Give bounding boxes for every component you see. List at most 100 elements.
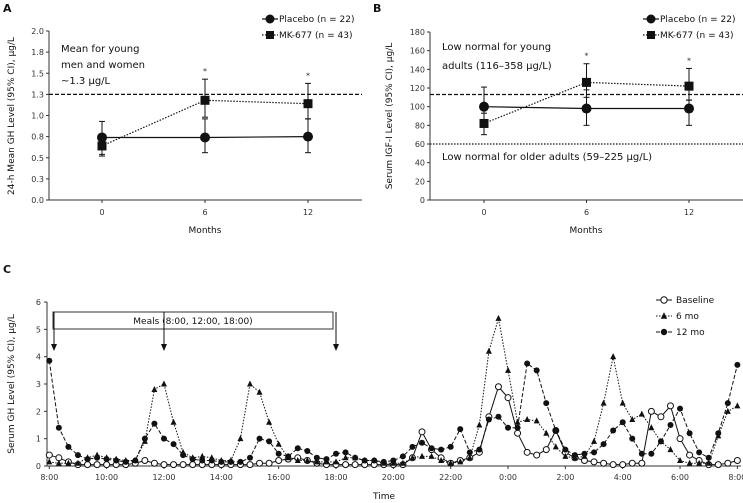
data-point-c	[93, 461, 101, 469]
data-point-c	[55, 424, 62, 431]
data-point-c	[141, 457, 149, 465]
data-point-c	[619, 461, 627, 469]
data-point-a	[303, 131, 313, 142]
data-point-c	[218, 458, 225, 465]
legend-b-mk677: MK-677 (n = 43)	[660, 31, 733, 41]
data-point-a	[200, 95, 210, 105]
data-point-c	[208, 457, 215, 464]
data-point-c	[409, 454, 416, 461]
x-tick-label-c: 18:00	[324, 473, 347, 482]
meals-label: Meals (8:00, 12:00, 18:00)	[133, 317, 252, 327]
annotation-b-upper-line1: Low normal for young	[442, 42, 551, 53]
annotation-a-line3: ~1.3 μg/L	[61, 76, 111, 87]
data-point-c	[122, 458, 129, 465]
data-point-c	[676, 435, 684, 443]
data-point-c	[246, 454, 253, 461]
y-tick-label-a: 1.0	[31, 112, 44, 121]
data-point-c	[103, 456, 110, 463]
data-point-c	[351, 461, 359, 469]
data-point-c	[275, 450, 282, 457]
x-tick-label-c: 6:00	[671, 473, 689, 482]
data-point-c	[189, 456, 196, 463]
data-point-c	[571, 452, 578, 459]
data-point-b	[479, 118, 489, 128]
data-point-c	[638, 450, 645, 457]
data-point-c	[590, 458, 598, 466]
data-point-c	[600, 459, 608, 467]
data-point-c	[686, 459, 693, 466]
data-point-c	[285, 453, 292, 460]
data-point-c	[428, 445, 435, 452]
significance-asterisk-b: *	[585, 52, 589, 61]
annotation-a-line1: Mean for young	[61, 44, 139, 55]
data-point-c	[371, 457, 378, 464]
data-point-c	[542, 446, 550, 454]
data-point-c	[552, 443, 559, 450]
series-line-c	[48, 360, 738, 463]
legend-marker-a	[265, 14, 275, 24]
annotation-b-lower: Low normal for older adults (59–225 μg/L…	[442, 152, 652, 163]
data-point-c	[275, 457, 283, 465]
data-point-c	[333, 450, 339, 457]
y-tick-label-c: 5	[36, 325, 41, 334]
data-point-c	[304, 457, 311, 464]
data-point-c	[724, 407, 731, 414]
y-tick-label-b: 80	[415, 121, 425, 130]
data-point-c	[667, 446, 674, 453]
x-tick-label-c: 22:00	[439, 473, 462, 482]
y-axis-label-a: 24-h Mean GH Level (95% CI), μg/L	[7, 37, 17, 195]
data-point-c	[256, 388, 263, 395]
x-tick-label-a: 12	[303, 208, 313, 217]
x-tick-label-b: 12	[684, 208, 694, 217]
x-tick-label-c: 12:00	[152, 473, 175, 482]
y-tick-label-a: 1.3	[31, 90, 44, 99]
data-point-c	[686, 430, 693, 437]
data-point-c	[562, 452, 569, 459]
legend-c-6mo: 6 mo	[676, 312, 699, 322]
data-point-c	[485, 347, 492, 354]
data-point-c	[677, 405, 684, 412]
x-tick-label-c: 16:00	[267, 473, 290, 482]
data-point-c	[552, 427, 559, 434]
data-point-c	[647, 407, 655, 415]
data-point-c	[581, 450, 588, 457]
data-point-c	[734, 361, 741, 368]
data-point-c	[514, 429, 522, 437]
data-point-c	[447, 443, 454, 450]
data-point-c	[227, 458, 234, 465]
legend-c-baseline: Baseline	[676, 296, 715, 306]
annotation-b-upper-line2: adults (116–358 μg/L)	[442, 61, 552, 72]
legend-a-mk677: MK-677 (n = 43)	[279, 31, 352, 41]
y-tick-label-a: 2.0	[31, 27, 44, 36]
y-tick-label-c: 6	[36, 298, 41, 307]
significance-asterisk-a: *	[203, 67, 207, 76]
data-point-c	[313, 458, 320, 465]
data-point-c	[447, 459, 454, 466]
y-tick-label-b: 120	[410, 84, 425, 93]
data-point-c	[562, 446, 569, 453]
y-axis-label-b: Serum IGF-I Level (95% CI), μg/L	[385, 43, 395, 190]
data-point-c	[46, 458, 53, 465]
data-point-c	[494, 383, 502, 391]
data-point-c	[696, 459, 703, 466]
meals-box	[52, 311, 334, 330]
data-point-c	[609, 461, 617, 469]
legend-marker-b	[646, 14, 656, 24]
y-tick-label-a: 0.3	[31, 175, 44, 184]
data-point-c	[333, 458, 339, 465]
panel-label-c: C	[3, 263, 11, 276]
data-point-c	[476, 421, 483, 428]
data-point-c	[724, 400, 731, 407]
data-point-c	[533, 451, 541, 459]
data-point-c	[514, 418, 521, 425]
series-line-b	[483, 81, 690, 125]
data-point-c	[476, 446, 483, 453]
data-point-c	[629, 435, 636, 442]
data-point-c	[409, 443, 416, 450]
legend-marker-b	[647, 31, 655, 39]
panel-label-b: B	[373, 2, 381, 15]
x-tick-label-a: 6	[202, 208, 207, 217]
y-tick-label-a: 0.8	[31, 133, 44, 142]
data-point-c	[733, 457, 741, 465]
data-point-c	[323, 456, 330, 463]
